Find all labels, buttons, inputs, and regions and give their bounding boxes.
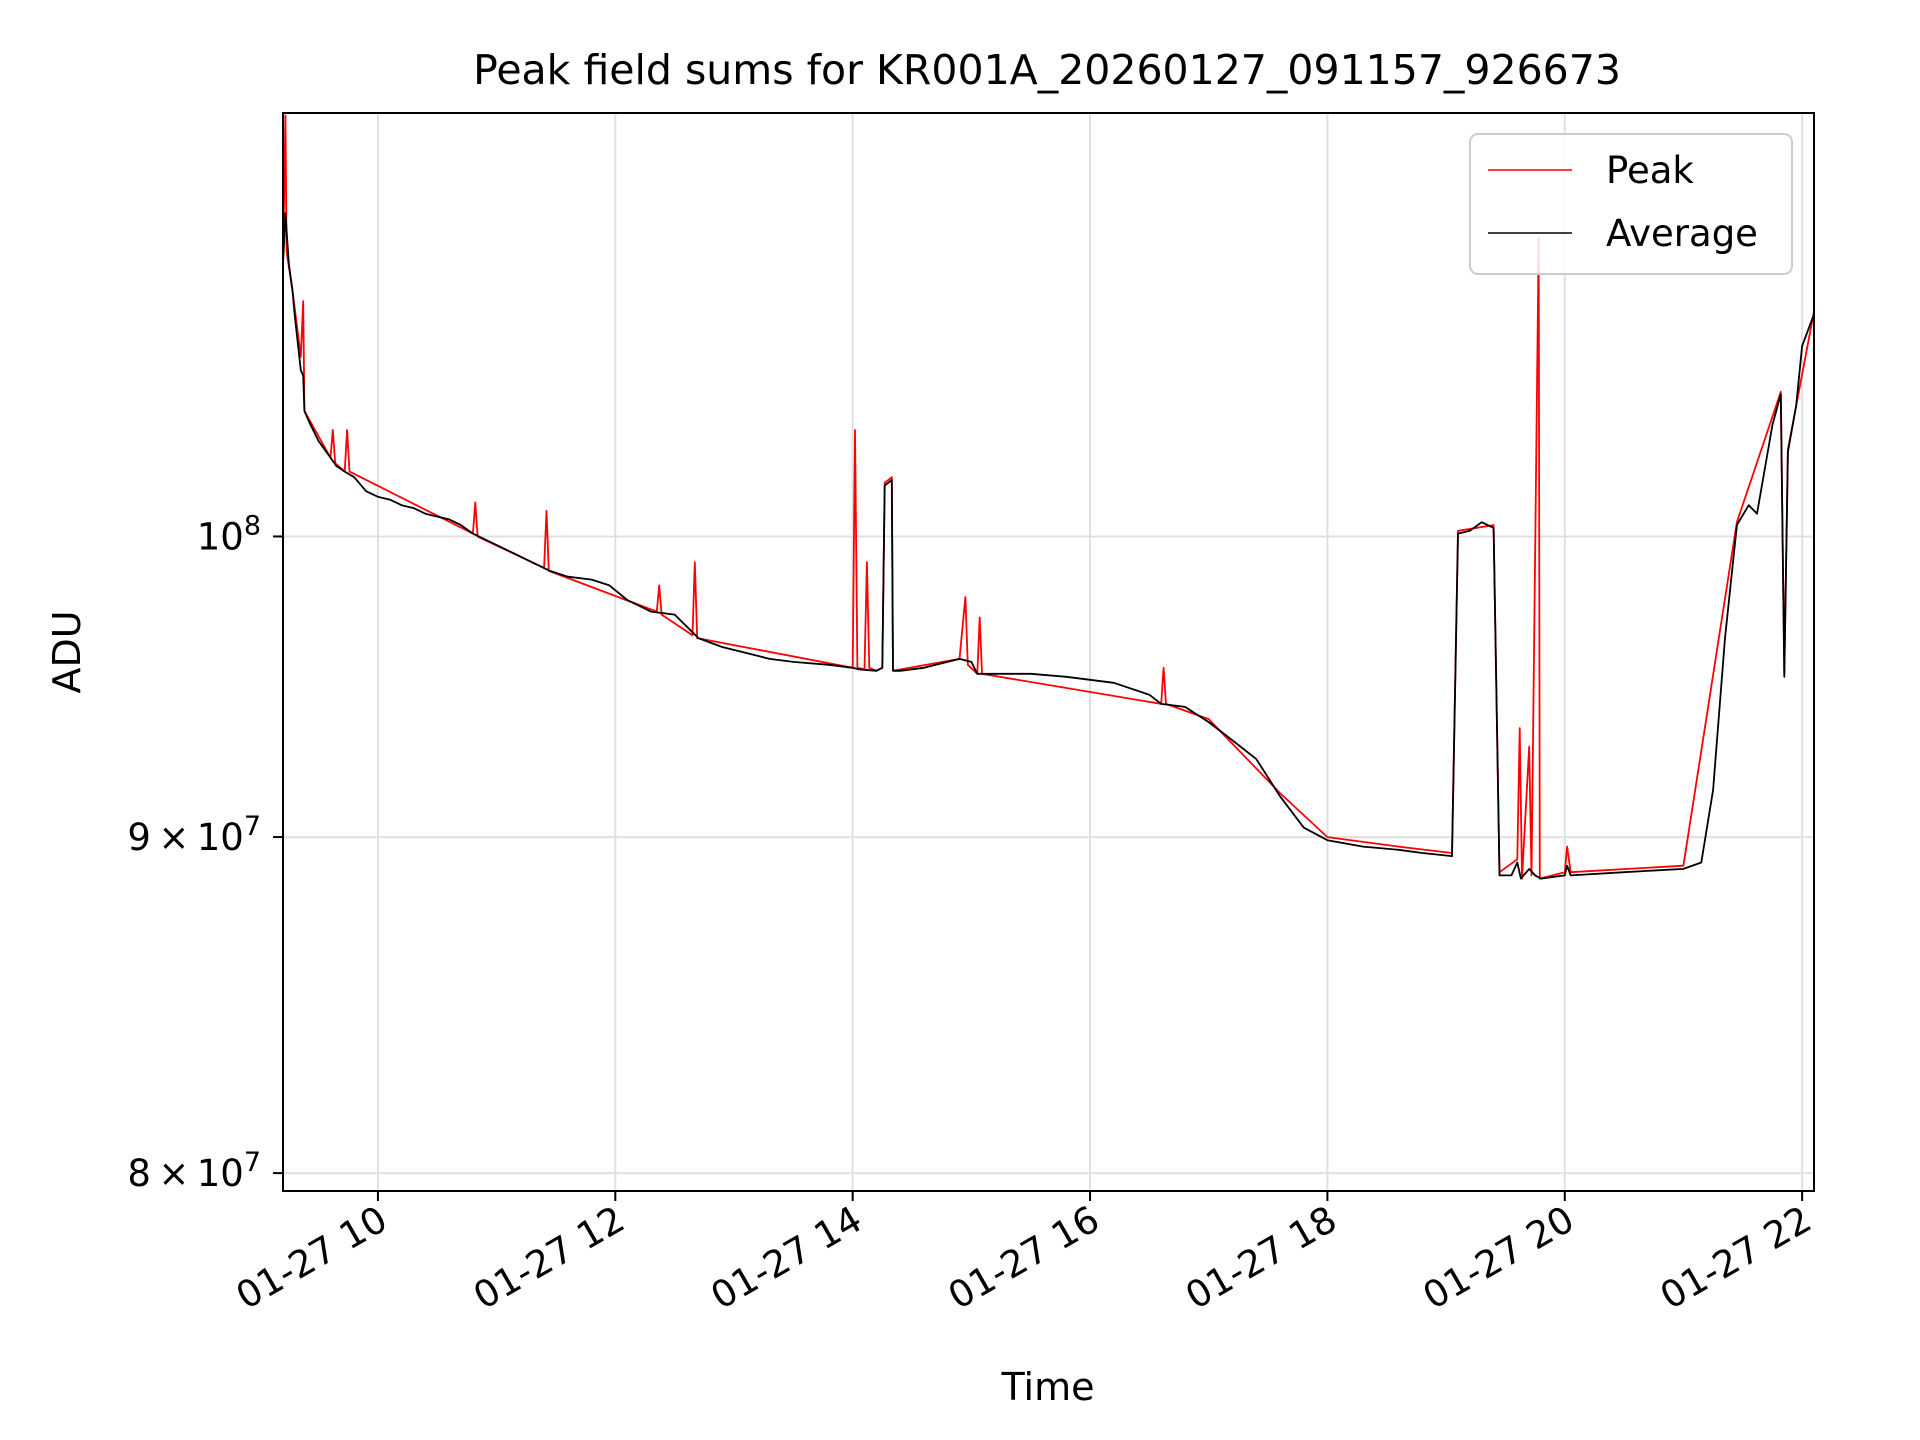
y-tick-label: 108 (197, 510, 261, 558)
legend-label-average: Average (1606, 212, 1758, 255)
series-line-average (283, 212, 1814, 880)
y-tick-label: 9 × 107 (127, 811, 261, 859)
series-line-peak (283, 114, 1814, 880)
series-group (283, 114, 1814, 880)
chart-title: Peak field sums for KR001A_20260127_0911… (473, 46, 1621, 94)
legend-box (1469, 133, 1793, 275)
y-axis: 8 × 107 9 × 107 108 (127, 510, 283, 1195)
y-tick-label: 8 × 107 (127, 1147, 261, 1195)
legend-label-peak: Peak (1606, 149, 1694, 192)
plot-frame (282, 112, 1815, 1192)
x-axis-label: Time (1001, 1365, 1095, 1409)
legend: Peak Average (1469, 133, 1793, 275)
y-axis-label: ADU (45, 610, 89, 693)
